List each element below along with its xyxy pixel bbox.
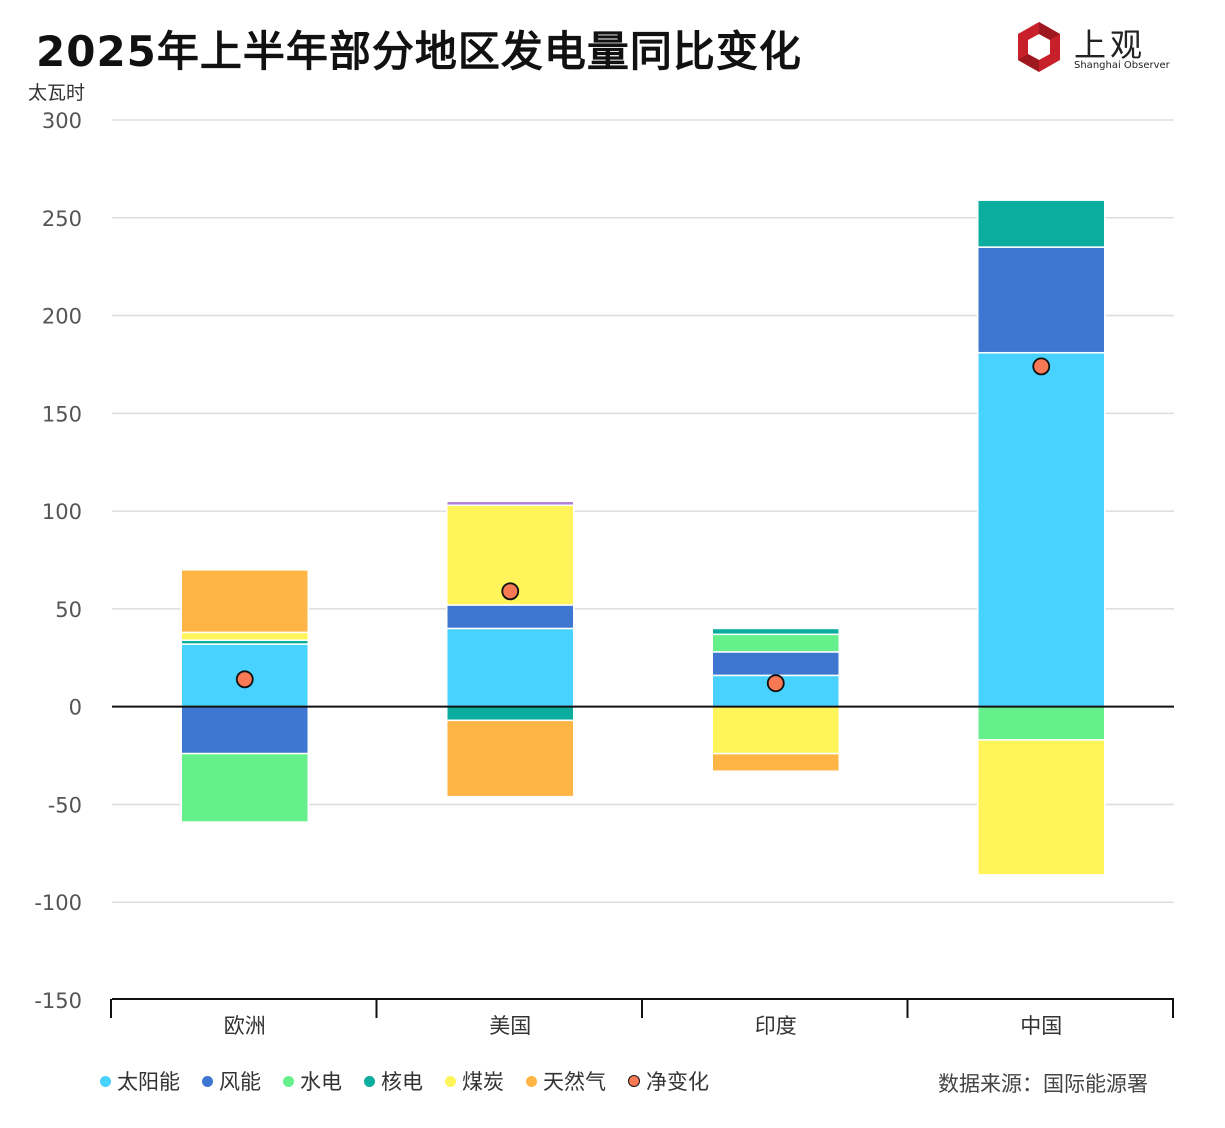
bar-segment-风能 — [446, 604, 575, 630]
legend-swatch — [526, 1075, 537, 1087]
bar-segment-太阳能 — [977, 351, 1106, 708]
y-tick-label: 300 — [42, 109, 82, 133]
bar-segment-煤炭 — [180, 631, 309, 641]
bar-segment-风能 — [977, 246, 1106, 354]
data-source: 数据来源：国际能源署 — [938, 1072, 1148, 1096]
x-category-label: 美国 — [489, 1014, 531, 1038]
chart-title: 2025年上半年部分地区发电量同比变化 — [36, 27, 802, 76]
legend-swatch — [283, 1075, 294, 1087]
bar-segment-风能 — [711, 651, 840, 677]
y-tick-label: 50 — [55, 598, 82, 622]
legend-swatch — [364, 1075, 375, 1087]
logo-text-cn: 上观 — [1074, 26, 1147, 64]
bar-segment-核电 — [446, 705, 575, 722]
y-axis-unit-label: 太瓦时 — [28, 82, 86, 104]
logo-text-en: Shanghai Observer — [1074, 60, 1170, 71]
legend-label: 水电 — [300, 1070, 342, 1094]
legend-swatch — [100, 1075, 111, 1087]
bar-segment-太阳能 — [446, 627, 575, 708]
legend-item: 太阳能 — [100, 1066, 180, 1096]
bar-segment-天然气 — [180, 569, 309, 634]
bar-segment-其他 — [446, 500, 575, 506]
y-tick-label: 250 — [42, 207, 82, 231]
legend-label: 天然气 — [543, 1070, 606, 1094]
net-change-marker — [766, 674, 785, 693]
bar-segment-天然气 — [711, 752, 840, 772]
legend-label: 核电 — [381, 1070, 423, 1094]
bar-segment-煤炭 — [977, 739, 1106, 876]
legend-swatch — [202, 1075, 213, 1087]
net-change-marker — [1032, 357, 1051, 376]
legend-label: 风能 — [219, 1070, 261, 1094]
y-tick-label: 150 — [42, 402, 82, 426]
x-category-label: 欧洲 — [224, 1014, 266, 1038]
legend-item: 核电 — [364, 1066, 423, 1096]
bar-segment-煤炭 — [711, 705, 840, 755]
stacked-bar-chart: 300 250 200 150 100 50 0 -50 -100 -150 欧洲 美国 印度 中国 — [34, 109, 1174, 1038]
legend-label: 煤炭 — [462, 1070, 504, 1094]
y-tick-label: 200 — [42, 305, 82, 329]
legend-item: 煤炭 — [445, 1066, 504, 1096]
bar-segment-核电 — [977, 199, 1106, 248]
chart-legend: 太阳能 风能 水电 核电 煤炭 天然气 净变化 — [100, 1066, 731, 1096]
net-change-marker — [235, 670, 254, 689]
bar-segment-水电 — [977, 705, 1106, 741]
x-category-label: 中国 — [1020, 1014, 1062, 1038]
logo-icon — [1018, 22, 1060, 72]
y-tick-label: 100 — [42, 500, 82, 524]
legend-label: 净变化 — [646, 1070, 709, 1094]
bar-segment-水电 — [180, 752, 309, 823]
legend-item: 天然气 — [526, 1066, 606, 1096]
legend-item: 风能 — [202, 1066, 261, 1096]
legend-swatch — [445, 1075, 456, 1087]
x-category-label: 印度 — [755, 1014, 797, 1038]
bar-segment-天然气 — [446, 719, 575, 798]
y-tick-label: -150 — [34, 989, 82, 1013]
bar-segment-水电 — [711, 633, 840, 653]
y-tick-label: 0 — [69, 696, 82, 720]
y-tick-label: -100 — [34, 891, 82, 915]
y-tick-label: -50 — [48, 793, 82, 817]
legend-label: 太阳能 — [117, 1070, 180, 1094]
shanghai-observer-logo: 上观 Shanghai Observer — [1012, 20, 1192, 80]
bar-segment-风能 — [180, 705, 309, 755]
legend-item: 水电 — [283, 1066, 342, 1096]
legend-item: 净变化 — [628, 1066, 709, 1096]
legend-swatch — [628, 1075, 640, 1087]
bar-segment-核电 — [711, 627, 840, 636]
net-change-marker — [501, 582, 520, 601]
